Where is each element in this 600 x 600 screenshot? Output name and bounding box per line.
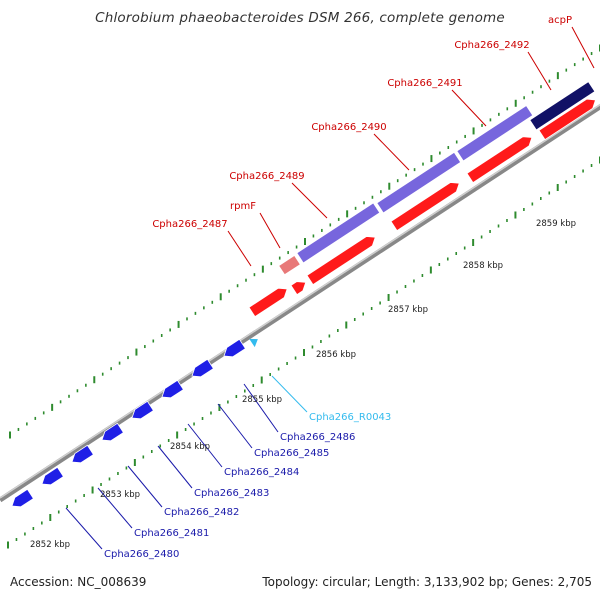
- reverse-gene-arrow: [131, 400, 154, 420]
- reverse-gene-arrow: [161, 379, 184, 399]
- reverse-gene-arrow: [11, 488, 34, 508]
- genome-backbone: [0, 103, 600, 503]
- forward-gene-label: rpmF: [230, 201, 256, 212]
- kbp-label: 2856 kbp: [316, 350, 356, 360]
- forward-gene-arrow: [538, 98, 597, 141]
- cds-band: [296, 202, 381, 264]
- backbone-highlight: [0, 103, 600, 499]
- leader-line: [527, 51, 552, 91]
- cds-band: [376, 151, 462, 214]
- rna-gene-label: Cpha266_R0043: [309, 412, 391, 423]
- kbp-label: 2853 kbp: [100, 490, 140, 500]
- leader-line: [217, 403, 253, 449]
- reverse-gene-label: Cpha266_2484: [224, 467, 299, 478]
- leader-line: [187, 423, 223, 468]
- reverse-gene-arrow: [191, 358, 214, 378]
- kbp-label: 2858 kbp: [463, 261, 503, 271]
- leader-line: [157, 445, 193, 489]
- rna-gene-marker: [249, 338, 258, 348]
- pseudo-gene-block: [279, 255, 300, 275]
- forward-gene-arrow: [248, 287, 288, 318]
- genome-title: Chlorobium phaeobacteroides DSM 266, com…: [95, 10, 505, 26]
- reverse-gene-label: Cpha266_2482: [164, 507, 239, 518]
- leader-line: [65, 507, 103, 550]
- reverse-gene-arrow: [71, 444, 94, 464]
- leader-line: [291, 182, 328, 219]
- forward-gene-arrow: [390, 182, 460, 232]
- reverse-gene-label: Cpha266_2485: [254, 448, 329, 459]
- leader-line: [259, 212, 281, 249]
- kbp-labels: 2852 kbp 2853 kbp 2854 kbp 2855 kbp 2856 kbp…: [30, 219, 576, 550]
- cds-band: [529, 80, 596, 131]
- gene-features: [11, 98, 597, 508]
- reverse-gene-label: Cpha266_2480: [104, 549, 179, 560]
- genome-summary: Topology: circular; Length: 3,133,902 bp…: [262, 575, 592, 589]
- forward-gene-label: Cpha266_2490: [311, 122, 386, 133]
- kbp-label: 2855 kbp: [242, 395, 282, 405]
- accession-label: Accession: NC_008639: [10, 575, 147, 589]
- leader-line: [271, 375, 308, 413]
- reverse-gene-arrow: [41, 466, 64, 486]
- reverse-gene-label: Cpha266_2481: [134, 528, 209, 539]
- reverse-gene-arrow: [101, 422, 124, 442]
- tick-marks: [7, 44, 600, 549]
- leader-line: [451, 89, 487, 127]
- leader-line: [243, 383, 279, 433]
- leader-line: [97, 487, 133, 529]
- backbone-line: [0, 103, 600, 503]
- kbp-label: 2857 kbp: [388, 305, 428, 315]
- leader-line: [373, 133, 410, 171]
- leader-line: [571, 26, 595, 69]
- forward-gene-label: Cpha266_2487: [152, 219, 227, 230]
- kbp-label: 2859 kbp: [536, 219, 576, 229]
- forward-gene-arrow: [466, 136, 533, 184]
- forward-gene-label: acpP: [548, 15, 572, 26]
- cds-bands: [296, 80, 596, 264]
- kbp-label: 2852 kbp: [30, 540, 70, 550]
- reverse-gene-label: Cpha266_2483: [194, 488, 269, 499]
- forward-gene-label: Cpha266_2492: [454, 40, 529, 51]
- forward-gene-arrow: [290, 281, 307, 296]
- kbp-label: 2854 kbp: [170, 442, 210, 452]
- reverse-gene-arrow: [223, 338, 246, 358]
- reverse-gene-label: Cpha266_2486: [280, 432, 355, 443]
- cds-band: [456, 104, 534, 162]
- forward-gene-label: Cpha266_2489: [229, 171, 304, 182]
- leader-line: [227, 230, 252, 267]
- forward-gene-label: Cpha266_2491: [387, 78, 462, 89]
- leader-line: [127, 465, 163, 508]
- forward-gene-arrow: [306, 236, 376, 286]
